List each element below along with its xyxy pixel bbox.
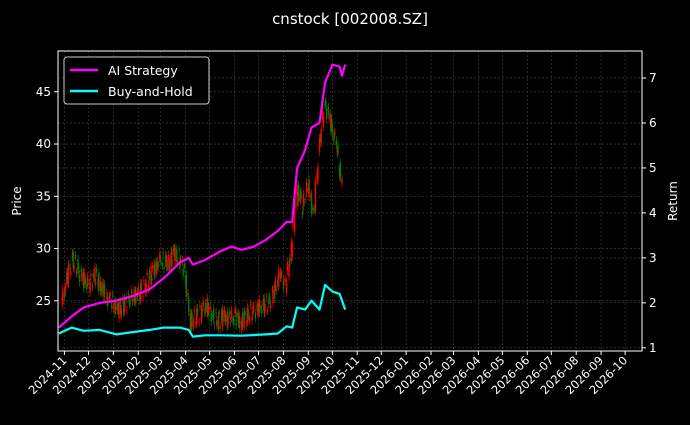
y-right-tick-label: 5 bbox=[649, 161, 657, 175]
series-line-buy-and-hold bbox=[58, 283, 347, 338]
y-tick-label: 40 bbox=[36, 137, 51, 151]
y-axis-right-label: Return bbox=[666, 181, 680, 221]
y-right-tick-label: 6 bbox=[649, 116, 657, 130]
series-line-ai-strategy bbox=[58, 63, 347, 329]
legend-label-buy-and-hold: Buy-and-Hold bbox=[108, 84, 193, 99]
y-right-tick-label: 2 bbox=[649, 296, 657, 310]
y-tick-label: 35 bbox=[36, 189, 51, 203]
y-right-tick-label: 4 bbox=[649, 206, 657, 220]
y-tick-label: 45 bbox=[36, 85, 51, 99]
plot-frame bbox=[57, 50, 643, 352]
legend: AI Strategy Buy-and-Hold bbox=[63, 56, 210, 105]
chart-title: cnstock [002008.SZ] bbox=[272, 10, 428, 28]
series-lines bbox=[58, 63, 347, 338]
legend-label-ai-strategy: AI Strategy bbox=[108, 63, 178, 78]
y-right-tick-label: 7 bbox=[649, 71, 657, 85]
y-axis-right: 1 2 3 4 5 6 7 bbox=[642, 71, 657, 355]
y-right-tick-label: 3 bbox=[649, 251, 657, 265]
y-tick-label: 30 bbox=[36, 242, 51, 256]
y-axis-label: Price bbox=[10, 186, 24, 215]
legend-box bbox=[63, 56, 210, 105]
y-tick-label: 25 bbox=[36, 294, 51, 308]
y-axis-left: 25 30 35 40 45 bbox=[36, 85, 58, 308]
y-right-tick-label: 1 bbox=[649, 341, 657, 355]
